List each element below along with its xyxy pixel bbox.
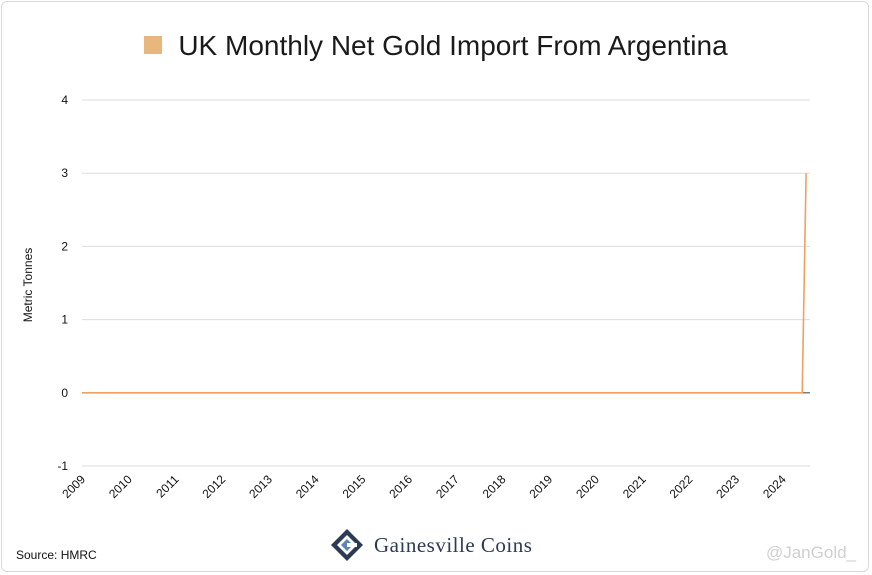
x-tick-label: 2011 xyxy=(153,472,181,500)
y-tick-label: -1 xyxy=(57,459,68,473)
y-axis-label: Metric Tonnes xyxy=(21,248,35,322)
chart-legend: UK Monthly Net Gold Import From Argentin… xyxy=(0,30,872,62)
logo-icon xyxy=(331,529,363,561)
x-tick-label: 2022 xyxy=(667,472,696,501)
x-tick-label: 2010 xyxy=(106,472,135,501)
x-tick-label: 2016 xyxy=(386,472,415,501)
grid-lines xyxy=(82,99,810,467)
x-tick-label: 2017 xyxy=(433,472,462,501)
legend-swatch xyxy=(144,35,163,54)
x-tick-labels: 2009 2010 2011 2012 2013 2014 2015 2016 2017 2018… xyxy=(59,472,789,501)
x-tick-label: 2020 xyxy=(573,472,602,501)
x-tick-label: 2024 xyxy=(760,472,789,501)
x-tick-label: 2015 xyxy=(340,472,369,501)
logo-text: Gainesville Coins xyxy=(374,532,533,557)
x-tick-label: 2019 xyxy=(527,472,556,501)
x-tick-label: 2023 xyxy=(713,472,742,501)
x-tick-label: 2012 xyxy=(199,472,228,501)
x-tick-label: 2018 xyxy=(480,472,509,501)
x-tick-label: 2009 xyxy=(59,472,88,501)
legend-label: UK Monthly Net Gold Import From Argentin… xyxy=(178,30,728,61)
y-tick-labels: -1 0 1 2 3 4 xyxy=(57,93,68,473)
y-tick-label: 0 xyxy=(61,386,68,400)
gainesville-coins-logo: Gainesville Coins xyxy=(330,528,532,562)
y-tick-label: 1 xyxy=(61,313,68,327)
y-tick-label: 4 xyxy=(61,93,68,107)
series-lines xyxy=(82,173,807,394)
series-line xyxy=(82,173,807,394)
x-tick-label: 2013 xyxy=(246,472,275,501)
x-tick-label: 2021 xyxy=(620,472,649,501)
y-tick-label: 2 xyxy=(61,239,68,253)
y-tick-label: 3 xyxy=(61,166,68,180)
source-note: Source: HMRC xyxy=(16,548,97,562)
watermark: @JanGold_ xyxy=(765,543,856,562)
x-tick-label: 2014 xyxy=(293,472,322,501)
